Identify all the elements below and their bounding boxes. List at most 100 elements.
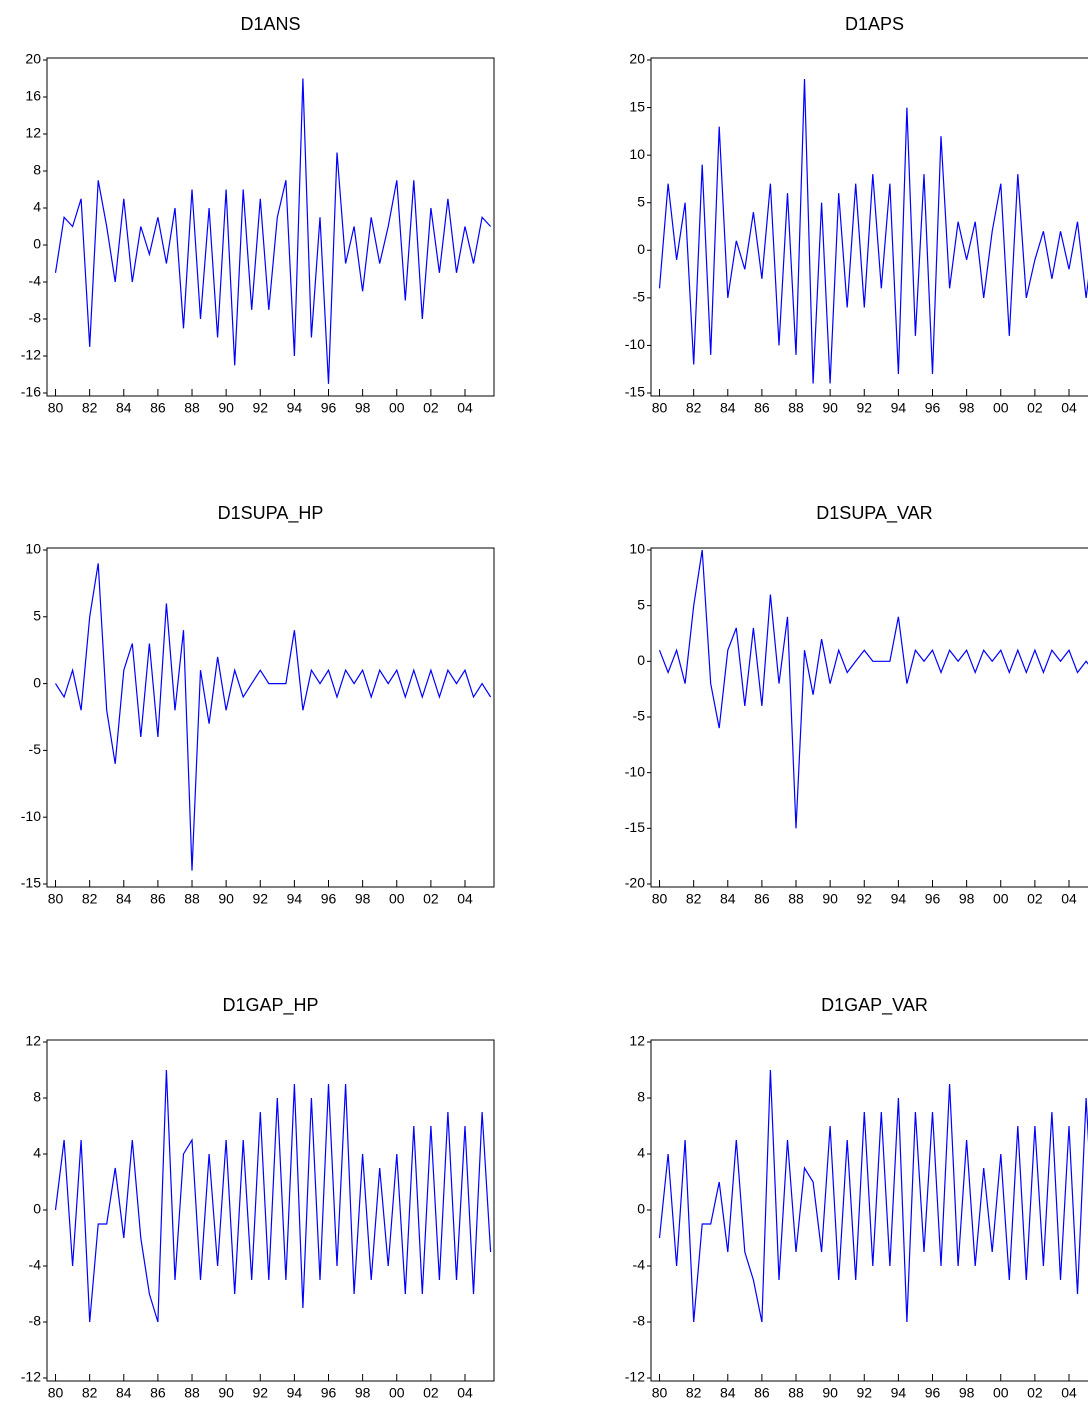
- x-tick-label: 80: [48, 891, 64, 907]
- y-tick-label: 0: [637, 652, 645, 668]
- x-tick-label: 92: [856, 1385, 872, 1401]
- y-tick-label: 5: [637, 596, 645, 612]
- plot-frame: [650, 57, 1088, 397]
- y-tick-label: -10: [21, 808, 41, 824]
- x-tick-label: 96: [925, 1385, 941, 1401]
- x-tick-label: 96: [321, 1385, 337, 1401]
- x-tick-label: 02: [1027, 400, 1043, 416]
- x-tick-label: 90: [822, 1385, 838, 1401]
- x-tick-label: 82: [82, 400, 98, 416]
- x-tick-label: 94: [287, 400, 303, 416]
- x-tick-label: 02: [1027, 891, 1043, 907]
- data-line: [54, 563, 492, 871]
- y-tick-label: -5: [29, 741, 42, 757]
- y-tick-label: 0: [33, 236, 41, 252]
- x-tick-label: 86: [150, 891, 166, 907]
- chart-title: D1SUPA_HP: [218, 503, 324, 524]
- y-tick-label: 4: [637, 1145, 645, 1161]
- y-tick-label: 8: [637, 1089, 645, 1105]
- x-tick-label: 80: [652, 1385, 668, 1401]
- x-tick-label: 80: [652, 400, 668, 416]
- chart-title: D1ANS: [240, 14, 300, 34]
- plot-frame: [46, 57, 495, 397]
- y-tick-label: -10: [625, 763, 645, 779]
- x-tick-label: 98: [959, 1385, 975, 1401]
- x-tick-label: 92: [856, 891, 872, 907]
- x-tick-label: 84: [116, 891, 132, 907]
- chart-title: D1GAP_HP: [222, 995, 318, 1016]
- data-line: [54, 78, 492, 384]
- y-tick-label: -10: [625, 336, 645, 352]
- y-tick-label: -15: [21, 875, 41, 891]
- y-tick-label: 4: [33, 199, 41, 215]
- y-tick-label: -15: [625, 384, 645, 400]
- y-tick-label: -15: [625, 819, 645, 835]
- data-line: [658, 549, 1088, 829]
- x-tick-label: 86: [150, 400, 166, 416]
- x-tick-label: 98: [959, 400, 975, 416]
- chart-panel: D1APS -15 -10 -5 0 5 10 15 20 80 82 84 86 88 90 92 94 96 9…: [625, 14, 1088, 416]
- y-tick-label: 5: [33, 608, 41, 624]
- y-tick-label: 10: [25, 541, 41, 557]
- x-tick-label: 96: [321, 400, 337, 416]
- y-tick-label: -20: [625, 875, 645, 891]
- x-tick-label: 00: [389, 400, 405, 416]
- x-tick-label: 00: [389, 1385, 405, 1401]
- x-tick-label: 00: [993, 1385, 1009, 1401]
- x-tick-label: 00: [993, 400, 1009, 416]
- y-tick-label: 0: [637, 1201, 645, 1217]
- x-tick-label: 90: [218, 400, 234, 416]
- y-tick-label: -5: [633, 708, 646, 724]
- y-tick-label: 10: [629, 146, 645, 162]
- x-tick-label: 96: [925, 891, 941, 907]
- data-line: [54, 1069, 492, 1323]
- x-tick-label: 82: [686, 1385, 702, 1401]
- chart-title: D1APS: [845, 14, 904, 34]
- x-tick-label: 88: [184, 891, 200, 907]
- y-tick-label: -8: [29, 1313, 42, 1329]
- x-tick-label: 04: [457, 400, 473, 416]
- chart-title: D1GAP_VAR: [821, 995, 928, 1016]
- x-tick-label: 94: [891, 891, 907, 907]
- x-tick-label: 94: [287, 891, 303, 907]
- x-tick-label: 86: [754, 1385, 770, 1401]
- x-tick-label: 84: [116, 400, 132, 416]
- y-tick-label: 8: [33, 162, 41, 178]
- x-tick-label: 84: [720, 400, 736, 416]
- x-tick-label: 98: [355, 1385, 371, 1401]
- x-tick-label: 04: [457, 1385, 473, 1401]
- y-tick-label: 20: [629, 51, 645, 67]
- y-tick-label: -16: [21, 384, 41, 400]
- x-tick-label: 02: [423, 891, 439, 907]
- x-tick-label: 82: [82, 1385, 98, 1401]
- y-tick-label: -4: [633, 1257, 646, 1273]
- x-tick-label: 00: [993, 891, 1009, 907]
- x-tick-label: 88: [184, 400, 200, 416]
- plot-frame: [650, 547, 1088, 888]
- x-tick-label: 02: [423, 400, 439, 416]
- x-tick-label: 88: [788, 1385, 804, 1401]
- x-tick-label: 84: [720, 1385, 736, 1401]
- y-tick-label: 12: [25, 125, 41, 141]
- x-tick-label: 90: [822, 891, 838, 907]
- x-tick-label: 80: [48, 400, 64, 416]
- chart-title: D1SUPA_VAR: [816, 503, 932, 524]
- x-tick-label: 90: [218, 891, 234, 907]
- y-tick-label: 15: [629, 98, 645, 114]
- x-tick-label: 98: [959, 891, 975, 907]
- x-tick-label: 04: [1061, 1385, 1077, 1401]
- y-tick-label: -4: [29, 273, 42, 289]
- x-tick-label: 94: [891, 400, 907, 416]
- x-tick-label: 84: [720, 891, 736, 907]
- x-tick-label: 88: [184, 1385, 200, 1401]
- y-tick-label: 10: [629, 541, 645, 557]
- x-tick-label: 02: [1027, 1385, 1043, 1401]
- x-tick-label: 92: [252, 400, 268, 416]
- x-tick-label: 02: [423, 1385, 439, 1401]
- x-tick-label: 90: [822, 400, 838, 416]
- x-tick-label: 82: [82, 891, 98, 907]
